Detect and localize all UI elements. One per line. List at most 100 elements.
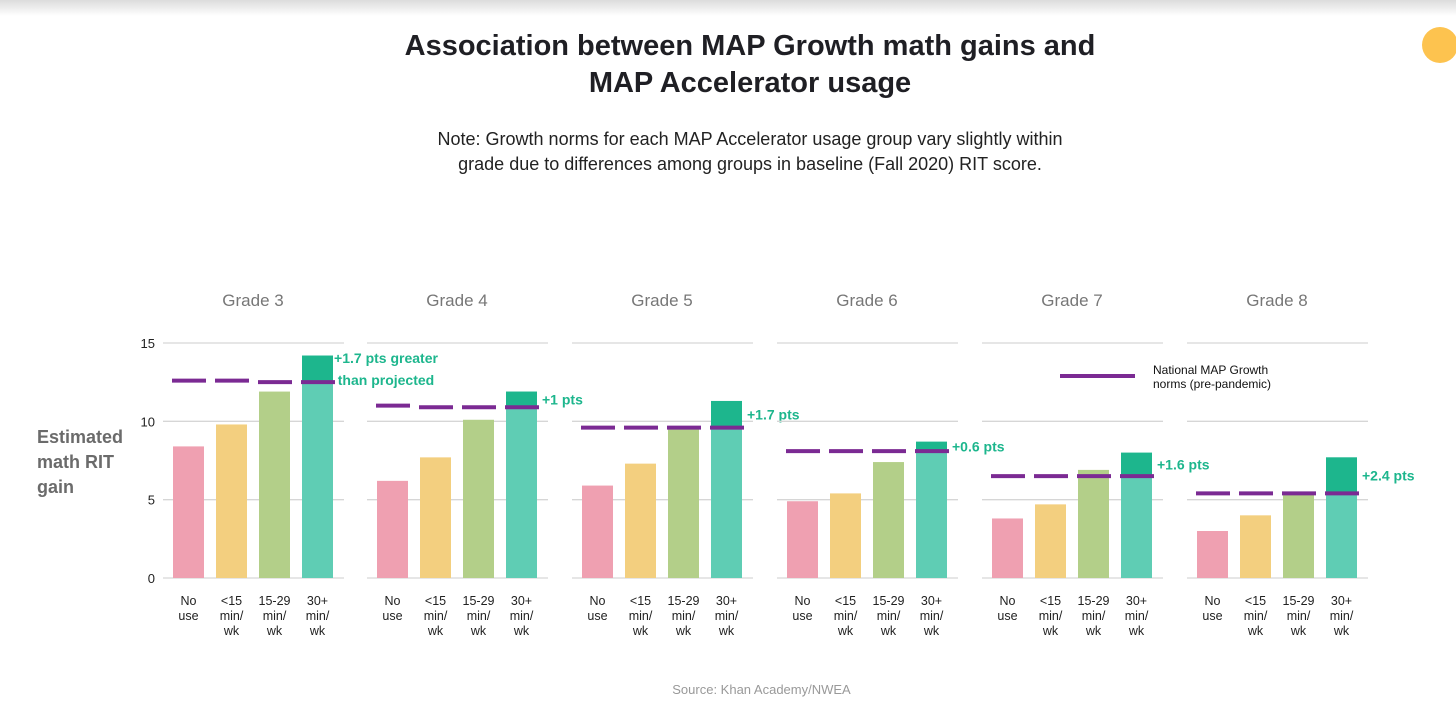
x-tick-label: min/ [629,609,653,623]
x-tick-label: 30+ [716,594,737,608]
x-tick-label: 30+ [511,594,532,608]
bar [302,355,333,578]
bar [625,463,656,578]
bar [830,493,861,578]
note-line-2: grade due to differences among groups in… [458,154,1042,174]
y-tick-label: 15 [141,336,155,351]
panel-title: Grade 4 [426,291,487,310]
bar [506,391,537,578]
y-label-line: gain [37,477,75,497]
x-tick-label: 15-29 [463,594,495,608]
x-tick-label: min/ [920,609,944,623]
x-tick-label: min/ [715,609,739,623]
x-tick-label: min/ [834,609,858,623]
x-tick-label: use [1202,609,1222,623]
x-tick-label: min/ [1082,609,1106,623]
x-tick-label: use [997,609,1017,623]
x-tick-label: 30+ [1331,594,1352,608]
title-line-1: Association between MAP Growth math gain… [404,30,1096,62]
x-tick-label: wk [923,624,940,638]
x-tick-label: use [382,609,402,623]
bar [173,446,204,578]
x-tick-label: wk [837,624,854,638]
bar [463,419,494,578]
x-tick-label: wk [470,624,487,638]
x-tick-label: 15-29 [873,594,905,608]
bar [992,518,1023,578]
chart-note: Note: Growth norms for each MAP Accelera… [0,127,1456,177]
bar-excess-segment [302,355,333,383]
x-tick-label: <15 [221,594,242,608]
x-tick-label: No [1205,594,1221,608]
bar [1078,469,1109,578]
panel-title: Grade 6 [836,291,897,310]
x-tick-label: wk [223,624,240,638]
x-tick-label: 15-29 [668,594,700,608]
x-tick-label: min/ [1125,609,1149,623]
y-label-line: math RIT [37,452,115,472]
x-tick-label: wk [1333,624,1350,638]
gain-annotation: +1.7 pts greater [334,350,438,366]
bar [1035,504,1066,578]
x-tick-label: wk [513,624,530,638]
x-tick-label: 30+ [1126,594,1147,608]
x-tick-label: <15 [630,594,651,608]
y-tick-label: 0 [148,571,155,586]
bar-excess-segment [1326,457,1357,494]
legend-label: National MAP Growth [1153,363,1268,377]
bar [377,480,408,578]
bar-excess-segment [1121,452,1152,477]
x-tick-label: wk [427,624,444,638]
bar [787,501,818,578]
gain-annotation: +1.6 pts [1157,456,1210,472]
bar [420,457,451,578]
gain-annotation: than projected [338,372,434,388]
note-line-1: Note: Growth norms for each MAP Accelera… [437,129,1063,149]
bar [873,462,904,578]
x-tick-label: wk [1128,624,1145,638]
bar [1283,493,1314,578]
bar-excess-segment [916,441,947,452]
x-tick-label: wk [675,624,692,638]
bar [711,400,742,578]
x-tick-label: wk [718,624,735,638]
x-tick-label: min/ [467,609,491,623]
x-tick-label: use [587,609,607,623]
x-tick-label: use [792,609,812,623]
x-tick-label: min/ [510,609,534,623]
x-tick-label: min/ [306,609,330,623]
x-tick-label: wk [632,624,649,638]
x-tick-label: <15 [425,594,446,608]
y-label-line: Estimated [37,427,124,447]
y-tick-label: 5 [148,493,155,508]
x-tick-label: wk [1085,624,1102,638]
bar [216,424,247,578]
x-tick-label: No [1000,594,1016,608]
bar [582,485,613,578]
x-tick-label: wk [309,624,326,638]
bar [1240,515,1271,578]
x-tick-label: <15 [1245,594,1266,608]
orange-circle-decoration [1422,27,1456,63]
gain-annotation: +0.6 pts [952,438,1005,454]
gain-annotation: +2.4 pts [1362,467,1415,483]
bar-excess-segment [506,391,537,408]
x-tick-label: min/ [263,609,287,623]
bar [916,441,947,578]
bar-excess-segment [711,400,742,428]
x-tick-label: No [385,594,401,608]
chart-title: Association between MAP Growth math gain… [0,28,1456,102]
panel-title: Grade 3 [222,291,283,310]
x-tick-label: 15-29 [259,594,291,608]
y-tick-label: 10 [141,414,155,429]
x-tick-label: wk [880,624,897,638]
x-tick-label: <15 [835,594,856,608]
x-tick-label: wk [1042,624,1059,638]
gain-annotation: +1 pts [542,391,583,407]
gain-annotation: +1.7 pts [747,406,800,422]
top-shadow [0,0,1456,16]
panel-title: Grade 5 [631,291,692,310]
bar [259,391,290,578]
x-tick-label: No [181,594,197,608]
